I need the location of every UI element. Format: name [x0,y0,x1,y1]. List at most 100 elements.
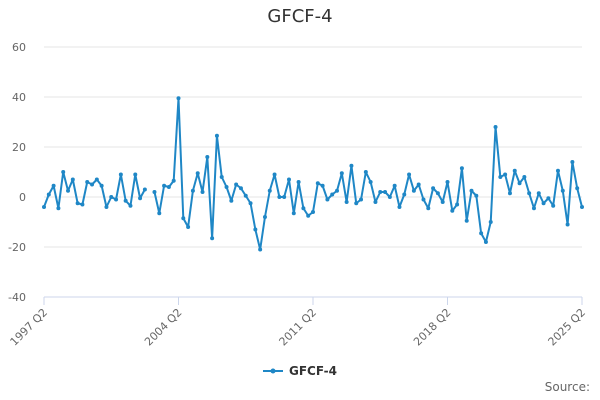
data-point[interactable] [479,231,484,236]
data-point[interactable] [455,202,460,207]
data-point[interactable] [56,206,61,211]
data-point[interactable] [349,163,354,168]
data-point[interactable] [186,225,191,229]
data-point[interactable] [214,133,219,138]
data-point[interactable] [459,166,464,171]
data-point[interactable] [527,191,532,196]
data-point[interactable] [224,185,229,189]
data-point[interactable] [431,186,436,191]
data-point[interactable] [565,222,570,227]
data-point[interactable] [387,195,392,199]
data-point[interactable] [339,171,344,176]
data-point[interactable] [176,96,181,101]
data-point[interactable] [363,170,368,174]
data-point[interactable] [104,205,109,209]
data-point[interactable] [272,172,277,177]
data-point[interactable] [94,177,99,182]
data-point[interactable] [359,197,364,202]
data-point[interactable] [205,155,210,159]
data-point[interactable] [546,196,551,201]
data-point[interactable] [123,198,128,203]
data-point[interactable] [435,191,440,196]
data-point[interactable] [61,170,66,174]
data-point[interactable] [507,191,512,196]
data-point[interactable] [282,195,287,199]
data-point[interactable] [335,188,340,193]
data-point[interactable] [450,208,455,213]
data-point[interactable] [440,200,445,204]
data-point[interactable] [354,201,359,206]
data-point[interactable] [315,181,320,186]
data-point[interactable] [200,190,205,194]
data-point[interactable] [517,181,522,186]
data-point[interactable] [493,125,498,129]
data-point[interactable] [560,188,565,193]
data-point[interactable] [133,172,138,177]
data-point[interactable] [157,211,162,216]
data-point[interactable] [512,168,517,173]
data-point[interactable] [464,218,469,223]
data-point[interactable] [262,215,267,219]
data-point[interactable] [402,192,407,197]
data-point[interactable] [109,195,114,199]
data-point[interactable] [551,203,556,208]
data-point[interactable] [522,175,527,179]
data-point[interactable] [306,213,311,218]
data-point[interactable] [311,210,315,214]
data-point[interactable] [258,247,263,252]
data-point[interactable] [114,197,119,202]
data-point[interactable] [407,172,412,177]
data-point[interactable] [277,195,282,199]
data-point[interactable] [229,198,234,203]
data-point[interactable] [219,175,224,179]
data-point[interactable] [138,196,143,201]
data-point[interactable] [330,192,335,197]
data-point[interactable] [575,186,580,191]
data-point[interactable] [234,182,239,187]
series-gfcf-4[interactable] [42,96,584,252]
data-point[interactable] [445,180,450,184]
data-point[interactable] [75,201,80,206]
data-point[interactable] [80,202,85,207]
data-point[interactable] [325,197,330,202]
data-point[interactable] [411,188,416,193]
data-point[interactable] [152,190,157,194]
data-point[interactable] [253,227,258,232]
legend[interactable]: GFCF-4 [0,364,600,378]
data-point[interactable] [474,193,479,198]
data-point[interactable] [503,172,508,177]
data-point[interactable] [90,182,95,187]
data-point[interactable] [291,211,296,216]
data-point[interactable] [320,183,325,188]
data-point[interactable] [301,206,306,211]
data-point[interactable] [570,160,575,164]
data-point[interactable] [162,183,167,188]
data-point[interactable] [210,236,215,241]
data-point[interactable] [483,240,488,244]
data-point[interactable] [128,203,133,208]
data-point[interactable] [243,193,248,198]
data-point[interactable] [166,185,171,189]
data-point[interactable] [397,205,402,209]
data-point[interactable] [99,183,104,188]
data-point[interactable] [488,220,493,224]
data-point[interactable] [296,180,301,184]
data-point[interactable] [392,183,397,188]
data-point[interactable] [267,188,272,193]
data-point[interactable] [555,168,560,173]
data-point[interactable] [195,171,200,176]
data-point[interactable] [190,188,195,193]
data-point[interactable] [344,200,349,204]
data-point[interactable] [421,197,426,202]
data-point[interactable] [70,177,75,182]
data-point[interactable] [531,206,536,211]
data-point[interactable] [142,187,147,192]
data-point[interactable] [181,216,186,221]
data-point[interactable] [383,190,388,194]
data-point[interactable] [498,175,503,179]
data-point[interactable] [171,178,176,183]
data-point[interactable] [368,180,373,184]
data-point[interactable] [541,201,546,206]
data-point[interactable] [378,190,383,194]
data-point[interactable] [238,186,243,191]
